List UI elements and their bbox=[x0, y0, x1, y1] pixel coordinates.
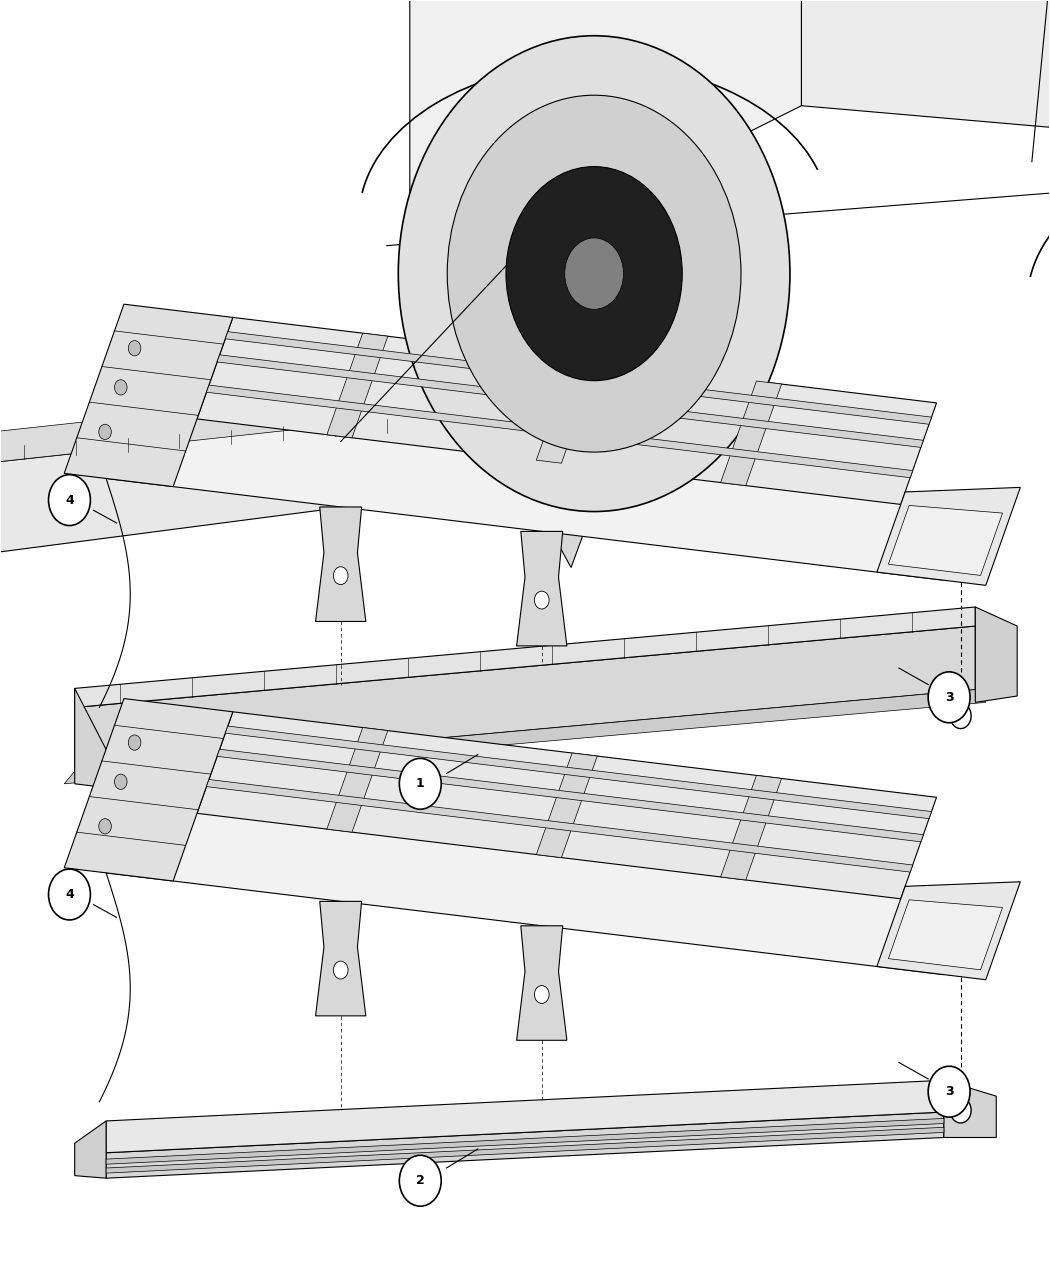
Polygon shape bbox=[720, 381, 781, 486]
Polygon shape bbox=[410, 0, 801, 302]
Text: 3: 3 bbox=[945, 1085, 953, 1098]
Circle shape bbox=[48, 474, 90, 525]
Polygon shape bbox=[75, 1121, 106, 1178]
Polygon shape bbox=[944, 1080, 996, 1137]
Polygon shape bbox=[517, 926, 567, 1040]
Polygon shape bbox=[877, 487, 1021, 585]
Polygon shape bbox=[64, 690, 986, 784]
Text: 4: 4 bbox=[65, 493, 74, 506]
Circle shape bbox=[534, 986, 549, 1003]
Polygon shape bbox=[106, 1127, 944, 1173]
Circle shape bbox=[950, 1098, 971, 1123]
Polygon shape bbox=[327, 728, 387, 833]
Polygon shape bbox=[75, 626, 975, 771]
Text: 1: 1 bbox=[416, 778, 424, 790]
Polygon shape bbox=[106, 793, 972, 974]
Circle shape bbox=[399, 759, 441, 810]
Polygon shape bbox=[217, 354, 923, 448]
Polygon shape bbox=[75, 607, 975, 708]
Polygon shape bbox=[106, 1080, 944, 1153]
Polygon shape bbox=[226, 332, 931, 425]
Circle shape bbox=[333, 567, 348, 584]
Circle shape bbox=[928, 672, 970, 723]
Circle shape bbox=[506, 167, 682, 381]
Polygon shape bbox=[207, 385, 912, 478]
Polygon shape bbox=[888, 505, 1003, 575]
Circle shape bbox=[333, 961, 348, 979]
Polygon shape bbox=[106, 1118, 944, 1164]
Polygon shape bbox=[197, 317, 937, 505]
Circle shape bbox=[99, 425, 111, 440]
Text: 2: 2 bbox=[416, 1174, 424, 1187]
Polygon shape bbox=[106, 398, 972, 580]
Text: 4: 4 bbox=[65, 887, 74, 901]
Polygon shape bbox=[197, 711, 937, 899]
Polygon shape bbox=[316, 507, 365, 621]
Polygon shape bbox=[64, 305, 233, 487]
Circle shape bbox=[399, 1155, 441, 1206]
Polygon shape bbox=[0, 371, 571, 469]
Circle shape bbox=[398, 36, 790, 511]
Polygon shape bbox=[316, 901, 365, 1016]
Polygon shape bbox=[975, 607, 1017, 703]
Polygon shape bbox=[327, 333, 387, 437]
Circle shape bbox=[534, 592, 549, 609]
Polygon shape bbox=[877, 882, 1021, 979]
Circle shape bbox=[950, 703, 971, 728]
Polygon shape bbox=[537, 754, 597, 858]
Polygon shape bbox=[226, 725, 931, 819]
Circle shape bbox=[48, 870, 90, 921]
Circle shape bbox=[114, 774, 127, 789]
Polygon shape bbox=[517, 532, 567, 646]
Text: 3: 3 bbox=[945, 691, 953, 704]
Circle shape bbox=[928, 1066, 970, 1117]
Polygon shape bbox=[75, 688, 127, 790]
Polygon shape bbox=[217, 750, 923, 842]
Polygon shape bbox=[525, 399, 617, 567]
Polygon shape bbox=[720, 775, 781, 880]
Circle shape bbox=[447, 96, 741, 453]
Polygon shape bbox=[64, 699, 233, 881]
Polygon shape bbox=[106, 1112, 944, 1178]
Circle shape bbox=[128, 340, 141, 356]
Polygon shape bbox=[888, 900, 1003, 970]
Circle shape bbox=[565, 238, 624, 310]
Circle shape bbox=[128, 734, 141, 750]
Circle shape bbox=[114, 380, 127, 395]
Polygon shape bbox=[537, 358, 597, 463]
Polygon shape bbox=[801, 0, 1050, 162]
Polygon shape bbox=[0, 399, 571, 567]
Polygon shape bbox=[207, 779, 912, 872]
Circle shape bbox=[99, 819, 111, 834]
